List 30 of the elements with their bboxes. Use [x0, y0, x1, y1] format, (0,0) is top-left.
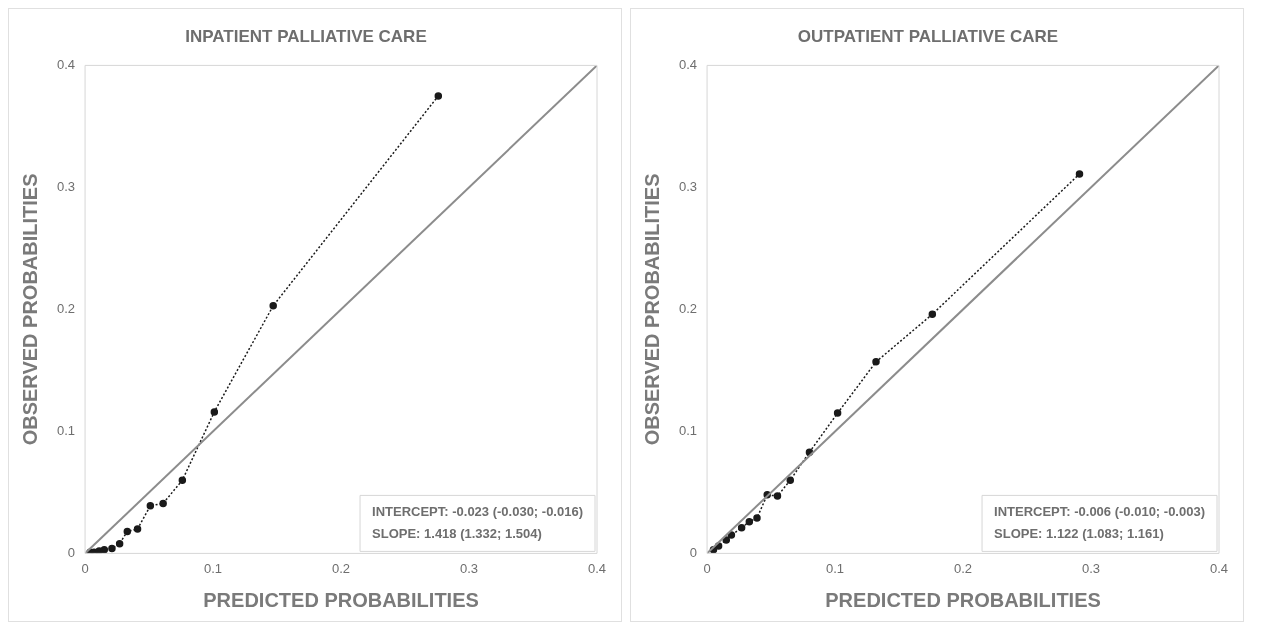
chart-title: OUTPATIENT PALLIATIVE CARE [797, 26, 1059, 46]
x-tick-label: 0.1 [204, 560, 223, 576]
y-tick-label: 0 [689, 544, 698, 560]
y-tick-label: 0.4 [678, 56, 698, 72]
y-tick-label: 0.2 [678, 300, 698, 316]
annotation: INTERCEPT: -0.023 (-0.030; -0.016) [372, 503, 583, 519]
x-tick-label: 0 [81, 560, 89, 576]
x-tick-label: 0 [703, 560, 711, 576]
y-tick-label: 0.1 [56, 422, 76, 438]
annotation: INTERCEPT: -0.006 (-0.010; -0.003) [994, 503, 1205, 519]
annotation: SLOPE: 1.418 (1.332; 1.504) [372, 525, 542, 541]
x-tick-label: 0.1 [826, 560, 845, 576]
x-tick-label: 0.2 [332, 560, 351, 576]
x-tick-label: 0.4 [1209, 560, 1229, 576]
chart-title: INPATIENT PALLIATIVE CARE [185, 26, 427, 46]
x-tick-label: 0.4 [587, 560, 607, 576]
y-tick-label: 0.3 [678, 178, 698, 194]
x-axis-title: PREDICTED PROBABILITIES [825, 588, 1101, 611]
y-tick-label: 0.3 [56, 178, 76, 194]
x-tick-label: 0.3 [1081, 560, 1101, 576]
y-axis-title: OBSERVED PROBABILITIES [18, 173, 41, 446]
y-tick-label: 0.4 [56, 56, 76, 72]
x-tick-label: 0.2 [954, 560, 973, 576]
annotation: SLOPE: 1.122 (1.083; 1.161) [994, 525, 1164, 541]
y-tick-label: 0 [67, 544, 76, 560]
x-tick-label: 0.3 [459, 560, 479, 576]
y-tick-label: 0.2 [56, 300, 76, 316]
y-axis-title: OBSERVED PROBABILITIES [640, 173, 663, 446]
y-tick-label: 0.1 [678, 422, 698, 438]
x-axis-title: PREDICTED PROBABILITIES [203, 588, 479, 611]
